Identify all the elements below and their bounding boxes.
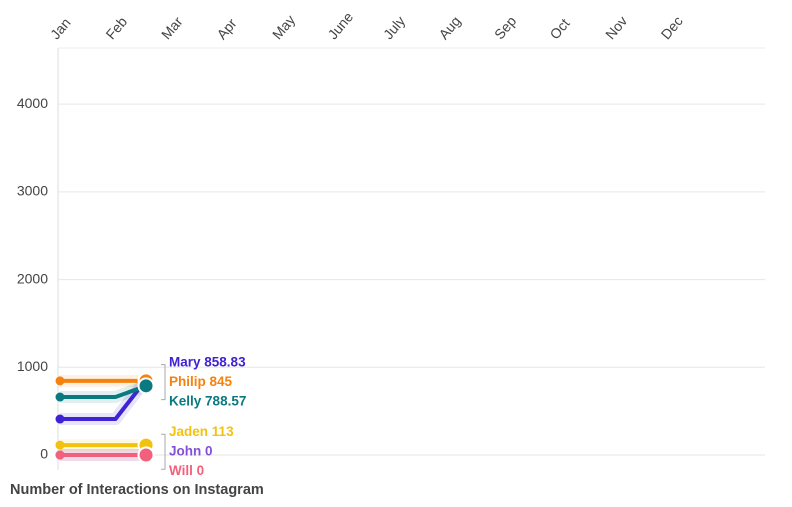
- y-tick-label: 2000: [17, 270, 48, 286]
- y-tick-label: 1000: [17, 358, 48, 374]
- end-dot: [137, 446, 155, 464]
- label-value: 845: [210, 374, 233, 389]
- series-line: [60, 383, 147, 400]
- label-name: John: [169, 443, 201, 458]
- label-value: 113: [212, 424, 234, 439]
- x-tick-label: May: [269, 12, 298, 43]
- chart-title: Number of Interactions on Instagram: [10, 482, 264, 498]
- x-tick-label: Apr: [213, 15, 239, 42]
- end-dot: [137, 377, 155, 395]
- y-tick-label: 4000: [17, 95, 48, 111]
- x-tick-label: Mar: [158, 13, 186, 42]
- x-tick-label: Nov: [602, 13, 630, 42]
- start-dot: [55, 414, 65, 424]
- x-tick-label: July: [380, 13, 408, 42]
- label-value: 0: [197, 463, 205, 478]
- start-dot: [55, 392, 65, 402]
- label-name: Kelly: [169, 393, 202, 408]
- x-tick-label: Aug: [435, 13, 463, 42]
- x-tick-label: Jan: [47, 15, 74, 43]
- end-label: Mary 858.83: [169, 354, 246, 369]
- x-tick-label: Sep: [491, 13, 519, 43]
- series-line: [60, 378, 148, 422]
- y-tick-label: 3000: [17, 183, 48, 199]
- x-tick-label: Feb: [102, 13, 130, 42]
- label-value: 788.57: [205, 393, 246, 408]
- end-label: Kelly 788.57: [169, 393, 246, 408]
- start-dot: [55, 440, 65, 450]
- x-tick-label: Dec: [658, 13, 686, 42]
- start-dot: [55, 376, 65, 386]
- label-name: Jaden: [169, 424, 208, 439]
- label-name: Philip: [169, 374, 206, 389]
- label-value: 0: [205, 443, 213, 458]
- x-tick-label: Oct: [546, 15, 572, 42]
- end-label: John 0: [169, 443, 213, 458]
- end-label: Will 0: [169, 463, 204, 478]
- y-tick-label: 0: [40, 446, 48, 462]
- label-name: Will: [169, 463, 193, 478]
- label-bracket: [161, 364, 166, 401]
- label-name: Mary: [169, 354, 201, 369]
- end-label: Jaden 113: [169, 424, 234, 439]
- label-bracket: [161, 433, 166, 470]
- start-dot: [55, 450, 65, 460]
- label-value: 858.83: [204, 354, 246, 369]
- x-tick-label: June: [324, 9, 356, 43]
- end-label: Philip 845: [169, 374, 233, 389]
